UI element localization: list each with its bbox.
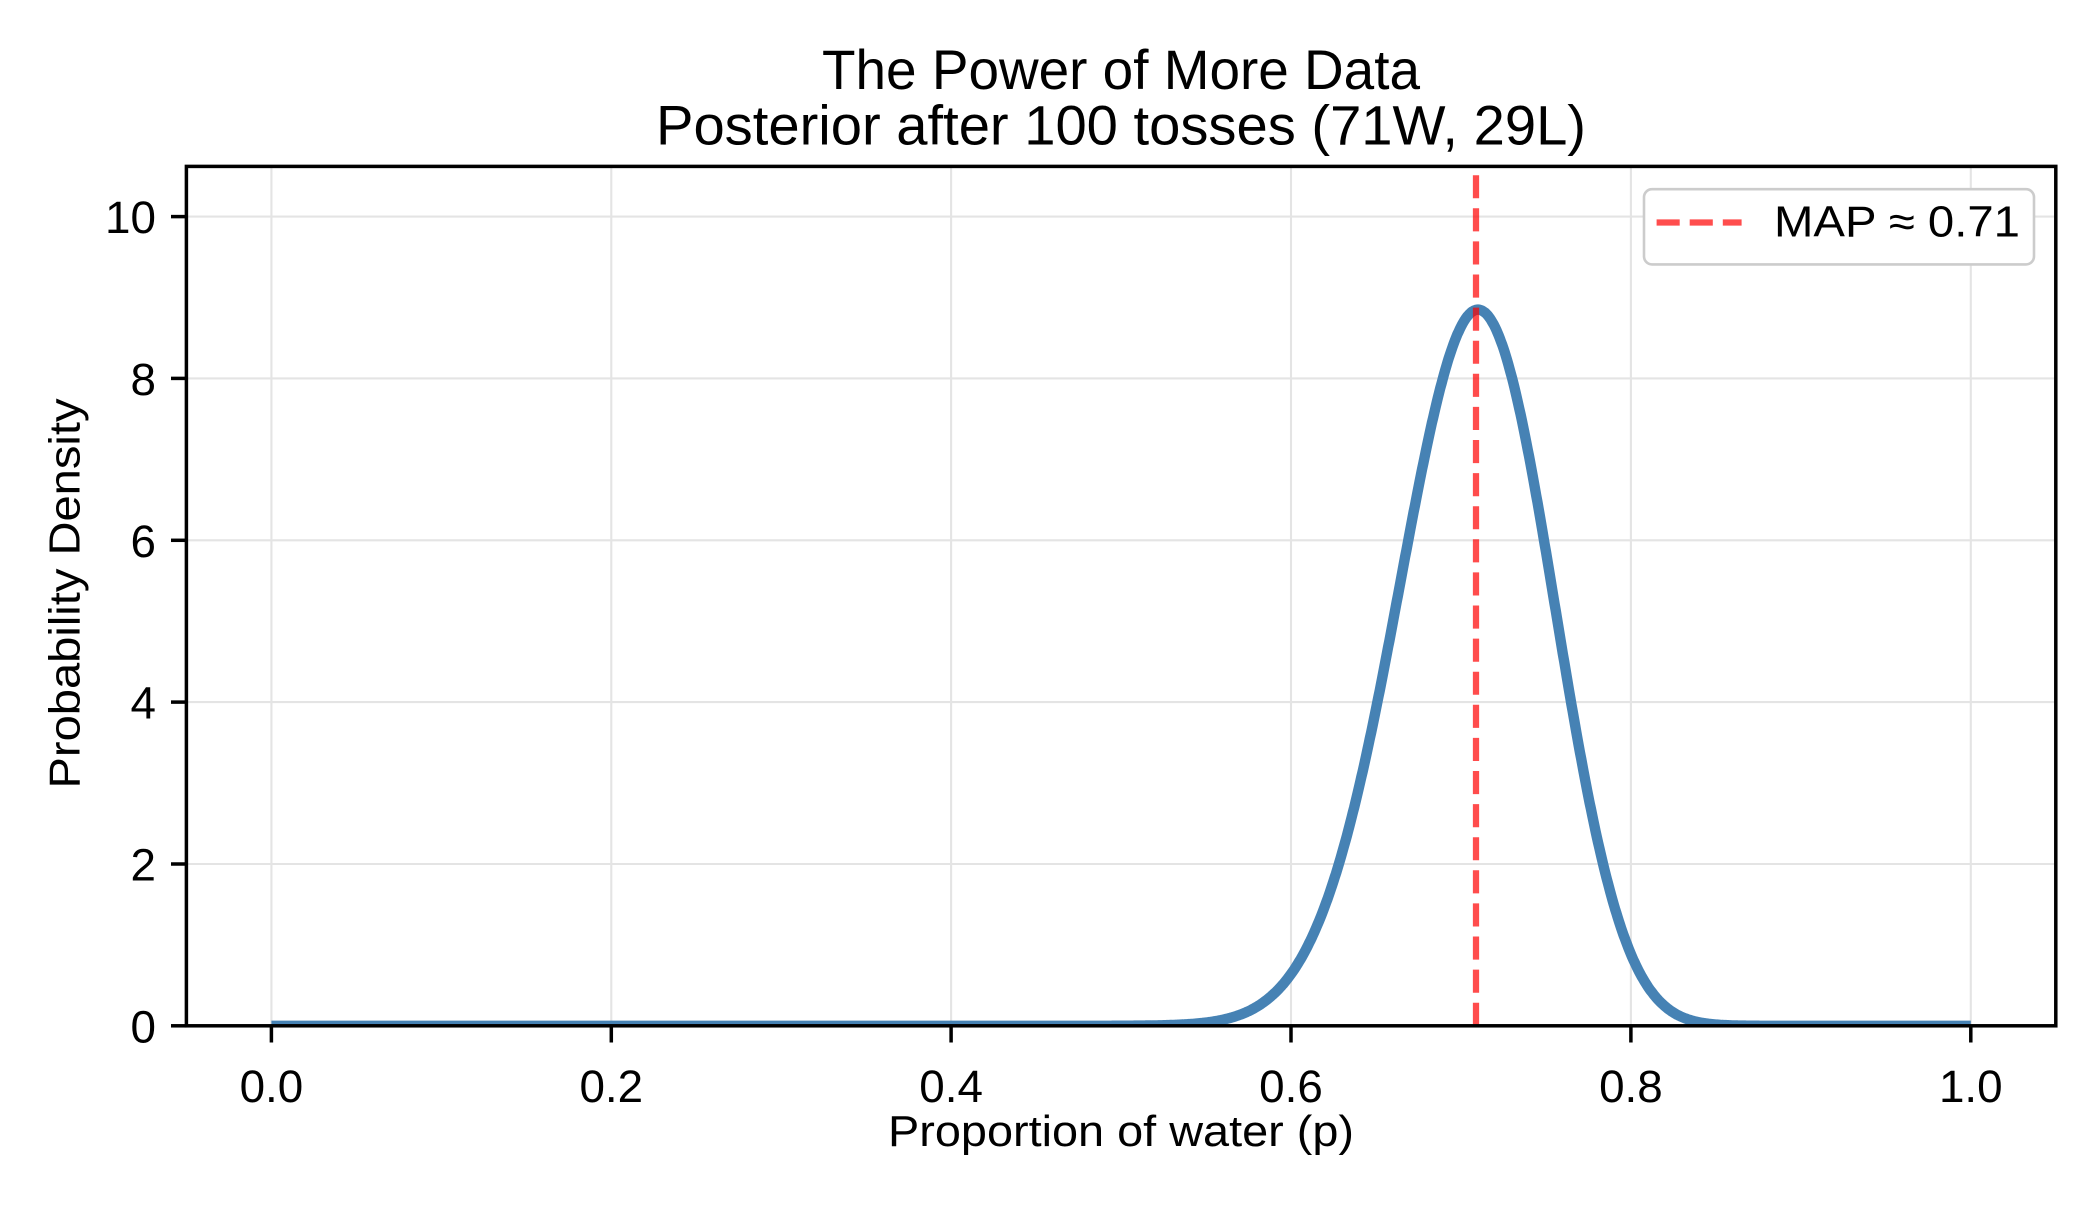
svg-text:Posterior after 100 tosses (71: Posterior after 100 tosses (71W, 29L) bbox=[656, 95, 1586, 157]
svg-text:MAP ≈ 0.71: MAP ≈ 0.71 bbox=[1774, 197, 2020, 246]
svg-text:4: 4 bbox=[131, 678, 156, 729]
svg-text:0.6: 0.6 bbox=[1259, 1061, 1323, 1112]
svg-text:0.2: 0.2 bbox=[579, 1061, 643, 1112]
svg-text:0: 0 bbox=[131, 1001, 156, 1052]
svg-text:The Power of More Data: The Power of More Data bbox=[822, 39, 1420, 101]
svg-text:Proportion of water (p): Proportion of water (p) bbox=[888, 1107, 1354, 1156]
svg-text:0.0: 0.0 bbox=[240, 1061, 304, 1112]
svg-text:8: 8 bbox=[131, 354, 156, 405]
svg-text:0.8: 0.8 bbox=[1599, 1061, 1663, 1112]
svg-text:10: 10 bbox=[105, 192, 156, 243]
svg-text:6: 6 bbox=[131, 516, 156, 567]
svg-text:Probability Density: Probability Density bbox=[40, 398, 89, 788]
svg-text:1.0: 1.0 bbox=[1939, 1061, 2003, 1112]
svg-text:2: 2 bbox=[131, 840, 156, 891]
svg-text:0.4: 0.4 bbox=[919, 1061, 983, 1112]
